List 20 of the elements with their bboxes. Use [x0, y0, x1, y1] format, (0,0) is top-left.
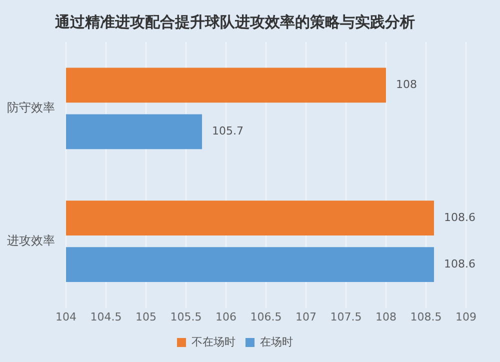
y-tick-label: 进攻效率: [7, 233, 55, 248]
x-tick-label: 108: [376, 310, 396, 324]
data-label: 108.6: [444, 257, 476, 270]
x-tick-label: 107.5: [330, 310, 362, 324]
chart-title: 通过精准进攻配合提升球队进攻效率的策略与实践分析: [54, 12, 415, 31]
legend-label: 在场时: [260, 335, 293, 348]
y-tick-label: 防守效率: [7, 100, 55, 115]
data-label: 108: [396, 78, 417, 92]
x-tick-label: 104.5: [90, 310, 122, 324]
x-tick-label: 109: [456, 310, 476, 324]
legend-label: 不在场时: [192, 335, 236, 348]
x-tick-label: 105: [136, 310, 156, 324]
x-tick-label: 108.5: [410, 310, 442, 324]
x-tick-label: 106.5: [250, 310, 282, 324]
x-tick-label: 104: [56, 310, 76, 324]
data-label: 108.6: [444, 210, 476, 224]
x-tick-label: 107: [296, 310, 316, 324]
data-label: 105.7: [212, 124, 244, 138]
x-tick-label: 105.5: [170, 310, 202, 324]
x-tick-label: 106: [216, 310, 236, 324]
